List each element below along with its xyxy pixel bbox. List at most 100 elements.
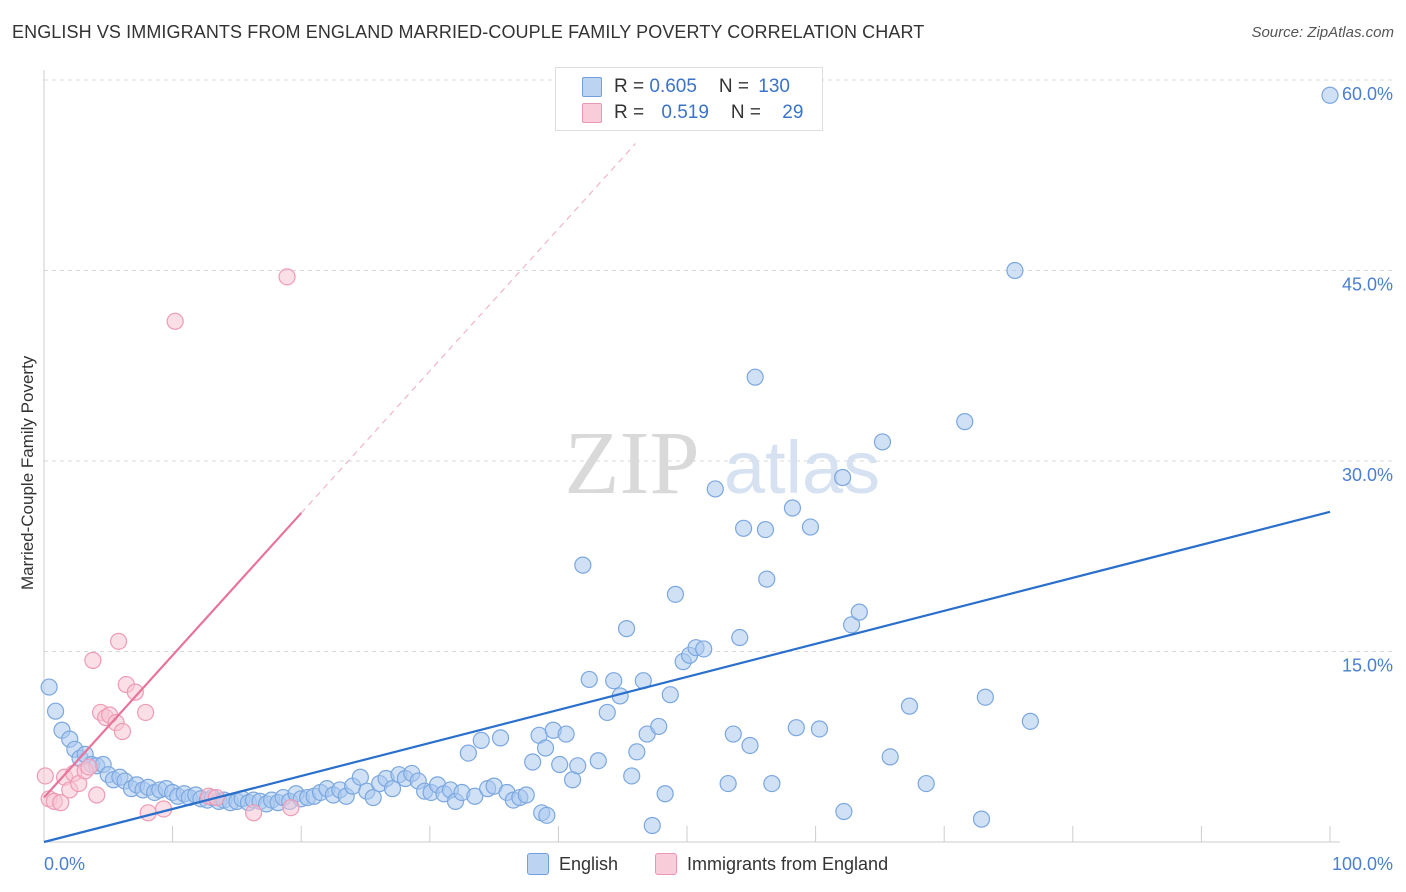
immigrants-r-value: 0.519 <box>661 102 709 123</box>
english-point-57 <box>383 780 402 798</box>
english-point-127 <box>873 433 892 451</box>
english-point-111 <box>724 725 742 743</box>
immigrant-points <box>36 268 300 822</box>
english-point-132 <box>972 810 991 828</box>
english-point-117 <box>758 570 776 588</box>
english-point-131 <box>956 413 974 431</box>
english-point-85 <box>551 755 569 774</box>
english-point-122 <box>810 720 829 738</box>
immigrant-point-17 <box>113 722 132 741</box>
english-point-120 <box>787 719 805 737</box>
english-point-108 <box>695 640 713 658</box>
watermark: ZIP atlas <box>565 414 881 513</box>
immigrants-swatch <box>582 103 602 123</box>
stats-row-english: R = 0.605 N = 130 <box>582 74 790 100</box>
english-point-123 <box>834 468 852 487</box>
english-point-113 <box>734 519 753 537</box>
english-point-95 <box>617 620 636 638</box>
english-point-125 <box>843 616 861 634</box>
chart-title: ENGLISH VS IMMIGRANTS FROM ENGLAND MARRI… <box>12 22 925 42</box>
english-point-136 <box>1321 86 1339 104</box>
english-point-89 <box>574 556 592 574</box>
stats-legend: R = 0.605 N = 130 R = 0.519 N = 29 <box>555 67 823 131</box>
immigrant-point-26 <box>245 804 263 822</box>
english-point-97 <box>628 743 646 761</box>
english-point-121 <box>801 518 820 536</box>
english-point-128 <box>881 748 899 766</box>
english-point-81 <box>536 739 555 757</box>
immigrant-point-20 <box>136 703 155 722</box>
english-point-88 <box>569 757 587 775</box>
english-point-92 <box>598 703 616 722</box>
r-label: R = <box>614 76 650 97</box>
immigrant-point-10 <box>84 651 102 669</box>
y-tick-label-3: 60.0% <box>1342 84 1393 104</box>
trend-lines <box>43 143 1331 844</box>
english-points <box>40 86 1339 835</box>
legend-immigrants: Immigrants from England <box>655 852 888 876</box>
english-point-74 <box>491 729 510 747</box>
legend-english-swatch <box>527 853 549 875</box>
y-tick-label-2: 45.0% <box>1342 275 1393 295</box>
stats-row-immigrants: R = 0.519 N = 29 <box>582 100 803 126</box>
gridlines <box>44 79 1392 652</box>
english-point-100 <box>643 816 661 835</box>
english-point-134 <box>1006 261 1024 280</box>
immigrant-point-16 <box>109 632 128 650</box>
english-point-93 <box>605 672 623 690</box>
immigrant-point-11 <box>88 786 106 804</box>
english-point-101 <box>650 717 668 736</box>
english-point-54 <box>364 788 382 807</box>
immigrant-point-19 <box>126 683 144 701</box>
english-point-104 <box>666 585 685 603</box>
english-point-79 <box>524 753 542 771</box>
immigrant-trend-line <box>43 512 303 799</box>
english-point-1 <box>46 702 65 720</box>
y-tick-label-0: 15.0% <box>1342 656 1393 676</box>
english-point-110 <box>719 774 737 793</box>
n-label: N = <box>718 76 755 97</box>
english-r-value: 0.605 <box>649 76 697 97</box>
immigrants-n-value: 29 <box>782 102 804 123</box>
english-n-value: 130 <box>758 76 790 97</box>
english-point-126 <box>850 603 868 621</box>
english-point-90 <box>580 670 598 689</box>
english-point-102 <box>656 785 674 803</box>
axes <box>43 70 1340 843</box>
x-tick-label-min: 0.0% <box>44 854 85 874</box>
n-label: N = <box>730 102 767 123</box>
r-label: R = <box>614 102 650 123</box>
english-point-96 <box>623 767 641 785</box>
english-point-112 <box>731 628 749 647</box>
legend-immigrants-label: Immigrants from England <box>687 853 889 874</box>
legend-english: English <box>527 852 618 876</box>
english-point-118 <box>763 774 781 793</box>
english-point-69 <box>459 744 477 762</box>
english-point-71 <box>472 731 490 750</box>
immigrant-point-3 <box>52 794 70 812</box>
english-trend-line <box>43 510 1331 844</box>
english-point-133 <box>976 688 994 706</box>
y-tick-label-1: 30.0% <box>1342 465 1393 485</box>
english-point-116 <box>756 520 775 539</box>
english-point-0 <box>40 678 58 696</box>
english-point-83 <box>538 806 556 824</box>
legend-immigrants-swatch <box>655 853 677 875</box>
english-point-115 <box>746 368 764 386</box>
x-tick-label-max: 100.0% <box>1332 854 1393 874</box>
immigrant-point-0 <box>36 767 54 785</box>
english-point-86 <box>557 725 575 743</box>
tick-labels: 15.0% 30.0% 45.0% 60.0% 0.0% 100.0% <box>44 84 1393 874</box>
english-point-70 <box>466 787 484 805</box>
source-label: Source: ZipAtlas.com <box>1251 24 1394 41</box>
english-swatch <box>582 77 602 97</box>
english-point-114 <box>741 736 759 755</box>
watermark-zip: ZIP <box>565 414 700 513</box>
english-point-91 <box>589 752 607 770</box>
english-point-119 <box>783 499 802 517</box>
english-point-135 <box>1021 712 1039 730</box>
immigrant-point-9 <box>80 758 98 776</box>
english-point-78 <box>517 786 535 804</box>
english-point-129 <box>900 697 919 715</box>
